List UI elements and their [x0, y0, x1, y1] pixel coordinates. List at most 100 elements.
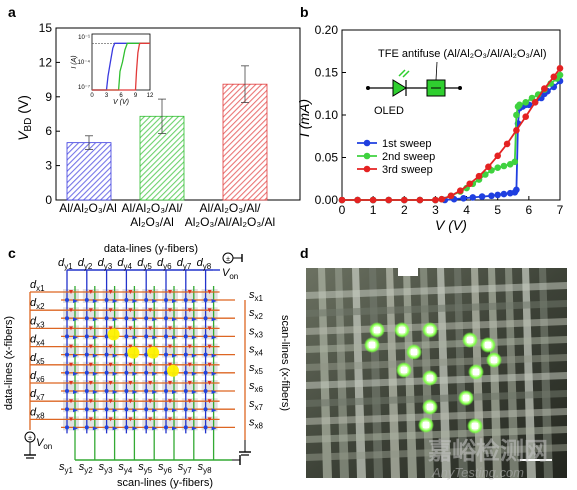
diode-marker: [191, 371, 197, 376]
legend-marker-3: [363, 165, 371, 173]
panel-b-ylabel: I (mA): [296, 99, 312, 137]
top-label: data-lines (y-fibers): [104, 243, 198, 255]
top-node-label: dy7: [177, 257, 192, 271]
diode-marker: [132, 390, 138, 394]
crosspoint-node: [65, 370, 69, 375]
right-node-label: sx2: [249, 307, 264, 321]
diode-marker: [132, 335, 138, 340]
crosspoint-node: [65, 352, 69, 357]
series-point-1: [478, 193, 486, 200]
diode-marker: [191, 335, 197, 340]
crosspoint-node: [84, 389, 89, 393]
fiber-vertical: [488, 268, 502, 478]
diode-marker: [191, 353, 197, 358]
series-point-2: [494, 164, 502, 171]
diode-marker: [172, 353, 177, 358]
crosspoint-node: [104, 334, 109, 339]
fiber-horizontal: [306, 408, 567, 425]
diode-marker: [112, 408, 118, 413]
fiber-horizontal: [306, 444, 567, 461]
fiber-horizontal: [306, 390, 567, 407]
series-point-3: [447, 192, 455, 200]
diode-marker: [191, 390, 197, 394]
panel-c-label: c: [8, 245, 16, 261]
a-ytick-label: 9: [45, 90, 52, 104]
diode-marker: [112, 299, 118, 303]
crosspoint-node: [104, 316, 109, 321]
diode-marker: [187, 290, 192, 294]
bar-3: [222, 83, 268, 201]
series-line-1: [342, 80, 561, 201]
legend-marker-1: [363, 139, 371, 147]
diode-marker: [112, 317, 118, 322]
left-node-label: dx5: [30, 352, 45, 366]
top-node-label: dy3: [98, 257, 113, 271]
right-node-label: sx7: [249, 398, 264, 412]
b-ytick-label: 0.20: [315, 23, 339, 37]
diode-marker: [207, 344, 212, 349]
left-label: data-lines (x-fibers): [3, 316, 15, 410]
diode-marker: [92, 317, 98, 322]
right-node-label: sx4: [249, 344, 264, 358]
diode-marker: [73, 335, 78, 340]
crosspoint-node: [65, 334, 69, 339]
lit-pixel: [167, 364, 179, 377]
diode-marker: [211, 408, 217, 413]
crosspoint-node: [104, 298, 109, 302]
inset-ytick-label: 10⁻⁷: [78, 84, 90, 91]
diode-marker: [168, 381, 172, 385]
diode-marker: [152, 408, 158, 413]
b-ytick-label: 0.00: [315, 193, 339, 207]
series-point-3: [541, 85, 548, 92]
panel-b-xlabel: V (V): [435, 217, 467, 233]
diode-marker: [132, 371, 138, 376]
diode-marker: [88, 308, 93, 313]
fiber-vertical: [386, 268, 400, 478]
diode-marker: [112, 426, 118, 431]
crosspoint-node: [124, 316, 129, 321]
diode-marker: [172, 408, 177, 413]
right-node-label: sx8: [249, 416, 264, 430]
diode-marker: [92, 371, 98, 376]
diode-marker: [168, 344, 172, 349]
diode-marker: [148, 326, 153, 331]
diode-marker: [168, 290, 172, 294]
a-ytick-label: 12: [39, 55, 53, 69]
watermark-url: AnyTesting.com: [431, 465, 524, 480]
a-xcat-label: Al₂O₃/Al: [130, 215, 174, 229]
diode-marker: [148, 417, 153, 422]
series-point-1: [460, 195, 467, 202]
diode-marker: [187, 308, 192, 313]
panel-a-label: a: [8, 4, 16, 20]
b-ytick-label: 0.15: [315, 66, 339, 80]
crosspoint-node: [124, 425, 129, 430]
left-node-label: dx6: [30, 370, 45, 384]
series-point-1: [469, 194, 477, 201]
crosspoint-node: [104, 352, 109, 357]
series-point-3: [385, 196, 393, 204]
series-point-1: [513, 186, 520, 194]
left-node-label: dx3: [30, 315, 45, 329]
b-ytick-label: 0.10: [315, 108, 339, 122]
series-point-2: [556, 71, 564, 79]
diode-marker: [128, 417, 133, 422]
crosspoint-node: [84, 352, 89, 357]
top-node-label: dy2: [78, 257, 93, 271]
diode-marker: [152, 426, 158, 431]
fiber-horizontal: [306, 426, 567, 443]
diode-marker: [108, 381, 113, 385]
device-label: TFE antifuse (Al/Al₂O₃/Al/Al₂O₃/Al): [378, 48, 546, 60]
oled-label: OLED: [374, 105, 404, 117]
series-point-2: [513, 111, 520, 119]
right-label: scan-lines (x-fibers): [279, 315, 291, 411]
crosspoint-node: [144, 298, 149, 302]
b-xtick-label: 3: [432, 203, 439, 217]
series-point-3: [438, 195, 446, 203]
diode-marker: [187, 417, 192, 422]
series-point-3: [457, 187, 464, 194]
diode-marker: [88, 381, 93, 385]
bottom-node-label: sy5: [138, 461, 153, 475]
diode-marker: [211, 426, 217, 431]
right-node-label: sx5: [249, 362, 264, 376]
